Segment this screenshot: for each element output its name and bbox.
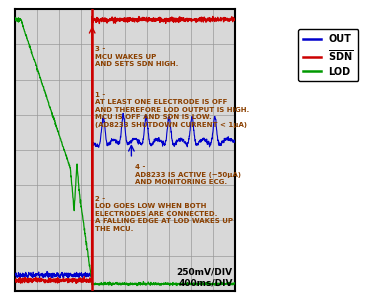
Text: 2 -
LOD GOES LOW WHEN BOTH
ELECTRODES ARE CONNECTED.
A FALLING EDGE AT LOD WAKES: 2 - LOD GOES LOW WHEN BOTH ELECTRODES AR… <box>95 196 233 232</box>
Text: 3 -
MCU WAKES UP
AND SETS SDN HIGH.: 3 - MCU WAKES UP AND SETS SDN HIGH. <box>95 46 178 67</box>
Legend: OUT, $\overline{\mathbf{SDN}}$, LOD: OUT, $\overline{\mathbf{SDN}}$, LOD <box>298 29 359 82</box>
Text: 1 -
AT LEAST ONE ELECTRODE IS OFF
AND THEREFORE LOD OUTPUT IS HIGH.
MCU IS OFF A: 1 - AT LEAST ONE ELECTRODE IS OFF AND TH… <box>95 92 249 128</box>
Text: 250mV/DIV
400ms/DIV: 250mV/DIV 400ms/DIV <box>177 267 233 287</box>
Text: 4 -
AD8233 IS ACTIVE (~50μA)
AND MONITORING ECG.: 4 - AD8233 IS ACTIVE (~50μA) AND MONITOR… <box>135 164 241 185</box>
